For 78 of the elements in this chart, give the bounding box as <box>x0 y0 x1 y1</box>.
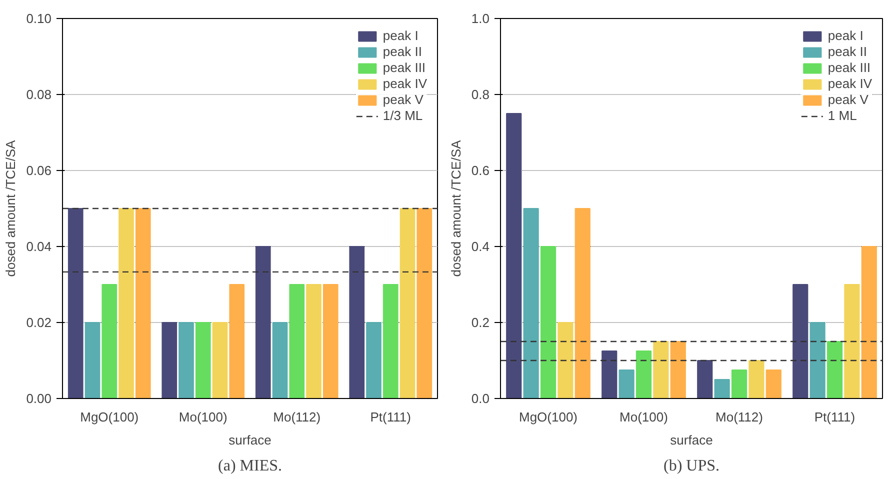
legend-label: peak V <box>382 92 424 107</box>
legend-label: peak III <box>828 60 871 75</box>
bar <box>714 379 730 398</box>
y-tick-label: 0.10 <box>26 11 52 26</box>
bar <box>653 341 669 398</box>
bar <box>558 322 574 398</box>
bar <box>416 208 432 398</box>
y-axis-title: dosed amount /TCE/SA <box>448 140 464 277</box>
legend-label: 1 ML <box>828 108 857 123</box>
bar <box>382 284 398 398</box>
bar <box>826 341 843 398</box>
bar <box>162 322 178 398</box>
bar <box>506 113 522 398</box>
bar <box>255 246 271 398</box>
y-tick-label: 0.6 <box>471 163 490 178</box>
y-tick-label: 1.0 <box>471 11 490 26</box>
bar <box>523 208 539 398</box>
legend-label: peak II <box>828 44 867 59</box>
x-axis-title: surface <box>670 432 713 448</box>
x-tick-label: MgO(100) <box>518 410 578 424</box>
bar <box>766 370 782 398</box>
bar <box>84 322 100 398</box>
bar <box>748 360 764 398</box>
bar <box>366 322 382 398</box>
x-tick-label: Pt(111) <box>370 410 411 424</box>
y-tick-label: 0.4 <box>471 239 490 254</box>
bar <box>118 208 134 398</box>
legend-label: peak II <box>382 44 422 59</box>
bar <box>792 284 808 398</box>
bar <box>400 208 416 398</box>
y-axis-title: dosed amount /TCE/SA <box>3 140 18 277</box>
bar <box>810 322 826 398</box>
bar <box>670 341 686 398</box>
x-tick-label: Mo(100) <box>620 410 668 424</box>
bar <box>102 284 118 398</box>
x-tick-label: MgO(100) <box>80 410 139 424</box>
bar <box>68 208 84 398</box>
bar <box>229 284 245 398</box>
x-tick-label: Mo(100) <box>178 410 228 424</box>
bar <box>289 284 305 398</box>
y-tick-label: 0.00 <box>26 391 52 406</box>
bar <box>322 284 338 398</box>
bar <box>272 322 288 398</box>
bar <box>574 208 590 398</box>
text: (b) UPS. <box>663 458 720 474</box>
bar <box>697 360 713 398</box>
legend-label: peak IV <box>382 76 427 91</box>
legend-label: peak IV <box>828 76 872 91</box>
x-axis-title: surface <box>228 432 272 448</box>
bar <box>349 246 365 398</box>
bar <box>306 284 322 398</box>
y-tick-label: 0.08 <box>26 87 52 102</box>
x-tick-label: Pt(111) <box>814 410 856 424</box>
legend-label: peak I <box>382 28 418 43</box>
bar <box>195 322 211 398</box>
x-tick-label: Mo(112) <box>716 410 763 424</box>
y-tick-label: 0.2 <box>471 315 490 330</box>
bar <box>636 350 652 398</box>
legend-label: peak I <box>828 28 864 43</box>
x-tick-label: Mo(112) <box>273 410 321 424</box>
y-tick-label: 0.0 <box>471 391 490 406</box>
bar <box>861 246 877 398</box>
bar <box>540 246 556 398</box>
bar <box>135 208 151 398</box>
y-tick-label: 0.02 <box>26 315 52 330</box>
bar <box>212 322 228 398</box>
bar <box>178 322 194 398</box>
legend-label: 1/3 ML <box>382 108 423 123</box>
bar <box>602 350 618 398</box>
y-tick-label: 0.06 <box>26 163 52 178</box>
y-tick-label: 0.04 <box>26 239 52 254</box>
y-tick-label: 0.8 <box>471 87 490 102</box>
bar <box>844 284 860 398</box>
bar <box>618 370 634 398</box>
text: (a) MIES. <box>218 458 282 474</box>
legend-label: peak V <box>828 92 868 107</box>
bar <box>731 370 748 398</box>
legend-label: peak III <box>382 60 426 75</box>
